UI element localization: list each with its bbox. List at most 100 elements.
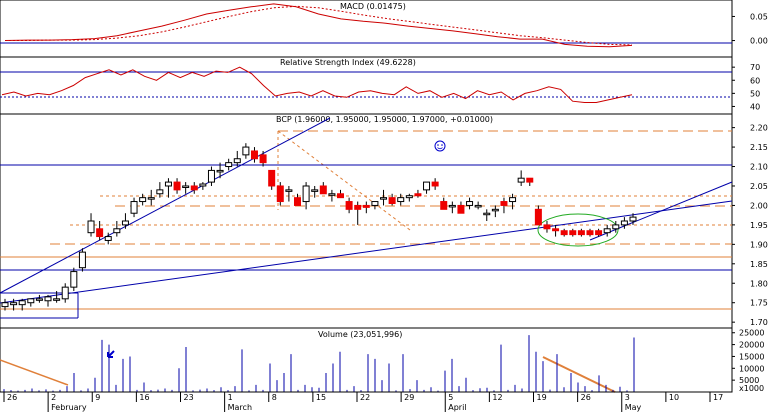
x-tick-label: 3 [625, 393, 630, 402]
consolidation-ellipse [537, 213, 619, 247]
x-tick-label: 22 [360, 393, 370, 402]
candle-body [250, 150, 258, 160]
volume-title: Volume (23,051,996) [318, 330, 402, 339]
long-trend-line [0, 200, 733, 304]
y-tick-label: 40 [750, 102, 760, 111]
y-tick-label: 50 [750, 89, 760, 98]
candle-body [603, 228, 611, 234]
candle-body [328, 193, 336, 196]
y-tick-label: 1.75 [750, 299, 768, 308]
candle-body [569, 230, 577, 236]
uptrend-line [0, 117, 331, 294]
candle-body [164, 181, 172, 187]
y-tick-label: 2.20 [750, 124, 768, 133]
candle-body [216, 169, 224, 173]
candle-body [18, 300, 26, 306]
candle-body [87, 220, 95, 234]
candle-body [397, 197, 405, 203]
x-axis: 26 2 9 16 23 1 8 15 22 29 5 12 19 26 3 10 17 February Mar… [0, 391, 732, 412]
candle-body [629, 216, 637, 222]
y-tick-label: 10000 [739, 364, 764, 373]
y-tick-label: 20000 [739, 341, 764, 350]
candle-body [35, 298, 43, 301]
candle-body [78, 251, 86, 269]
candle-body [319, 185, 327, 195]
y-tick-label: x1000 [739, 384, 764, 393]
candle-body [53, 298, 61, 301]
candle-body [27, 298, 35, 304]
price-title: BCP (1.96000, 1.95000, 1.95000, 1.97000,… [276, 115, 493, 124]
candle-body [207, 169, 215, 183]
month-label: April [448, 403, 466, 412]
x-tick-label: 23 [184, 393, 194, 402]
x-tick-label: 1 [228, 393, 233, 402]
x-tick-label: 17 [713, 393, 723, 402]
candle-body [552, 228, 560, 232]
x-tick-label: 12 [492, 393, 502, 402]
candle-body [620, 220, 628, 226]
x-tick-label: 15 [316, 393, 326, 402]
candle-body [70, 271, 78, 288]
x-axis-months: February March April May [47, 402, 642, 412]
y-tick-label: 1.85 [750, 260, 768, 269]
candle-body [225, 162, 233, 168]
x-tick-label: 19 [537, 393, 547, 402]
candle-body [448, 204, 456, 208]
candle-body [147, 197, 155, 200]
candle-body [121, 220, 129, 226]
candle-body [345, 201, 353, 210]
x-tick-label: 9 [95, 393, 100, 402]
candle-body [517, 177, 525, 183]
y-tick-label: 2.10 [750, 163, 768, 172]
candle-body [268, 169, 276, 187]
candle-body [10, 302, 18, 306]
candle-body [44, 296, 52, 302]
y-tick-label: 1.80 [750, 279, 768, 288]
candle-body [509, 197, 517, 203]
x-tick-label: 10 [669, 393, 679, 402]
y-tick-label: 1.90 [750, 240, 768, 249]
x-tick-label: 16 [139, 393, 149, 402]
x-tick-label: 29 [404, 393, 414, 402]
candle-body [612, 224, 620, 230]
macd-y-axis: 0.05 0.00 [732, 12, 768, 46]
macd-title: MACD (0.01475) [340, 2, 406, 11]
candle-body [242, 146, 250, 156]
y-tick-label: 2.15 [750, 143, 768, 152]
candle-body [182, 185, 190, 188]
y-tick-label: 0.05 [750, 12, 768, 21]
y-tick-label: 1.95 [750, 221, 768, 230]
candle-body [156, 189, 164, 195]
candle-body [302, 185, 310, 203]
candle-body [173, 181, 181, 191]
candle-body [61, 286, 69, 300]
x-axis-ticks: 26 2 9 16 23 1 8 15 22 29 5 12 19 26 3 10 17 [3, 392, 723, 402]
rsi-lines [1, 66, 633, 103]
candle-body [534, 208, 542, 226]
candle-body [96, 228, 104, 238]
candle-body [440, 201, 448, 210]
x-tick-label: 26 [581, 393, 591, 402]
candle-body [337, 193, 345, 199]
volume-trend-line [0, 359, 69, 386]
candle-body [139, 197, 147, 203]
candle-body [466, 201, 474, 206]
y-tick-label: 15000 [739, 352, 764, 361]
candle-body [293, 197, 301, 206]
macd-line [4, 3, 633, 48]
candle-body [474, 204, 482, 208]
smiley-icon [434, 140, 446, 152]
x-tick-label: 8 [272, 393, 277, 402]
rsi-line [1, 66, 633, 103]
candle-body [371, 201, 379, 206]
candle-body [276, 185, 284, 203]
y-tick-label: 1.70 [750, 318, 768, 327]
month-label: May [625, 403, 642, 412]
candle-body [362, 204, 370, 208]
candle-body [500, 201, 508, 206]
candle-body [104, 236, 112, 241]
month-label: February [51, 403, 87, 412]
price-y-axis: 2.20 2.15 2.10 2.05 2.00 1.95 1.90 1.85 1.80 1.75… [732, 124, 768, 327]
